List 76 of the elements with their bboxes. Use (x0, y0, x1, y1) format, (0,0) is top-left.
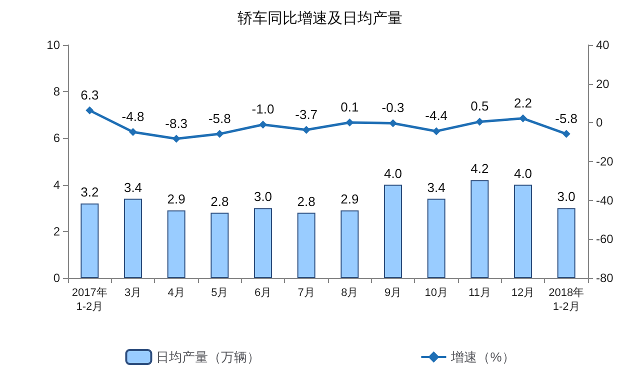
bar (124, 198, 142, 278)
data-label: -1.0 (252, 102, 274, 117)
data-label: 3.2 (80, 184, 99, 200)
data-label: 0.1 (340, 99, 359, 114)
point (302, 126, 310, 134)
bar (210, 212, 229, 278)
y2-tick-label: -60 (596, 232, 614, 246)
data-label: -8.3 (165, 116, 188, 131)
legend-label: 增速（%） (450, 350, 515, 364)
bar (514, 184, 532, 278)
data-label: -4.4 (425, 108, 448, 124)
point (562, 130, 570, 138)
data-label: -5.8 (555, 110, 578, 126)
x-tick-label: 8月 (341, 287, 358, 299)
data-label: -3.7 (295, 106, 318, 122)
data-label: 2.8 (297, 194, 316, 209)
point (432, 127, 440, 136)
point (216, 130, 224, 138)
y2-tick-label: -20 (596, 154, 614, 168)
y-tick-label: 2 (53, 224, 60, 238)
data-label: 2.2 (514, 95, 532, 110)
bar (427, 198, 446, 278)
data-label: -5.8 (208, 110, 231, 126)
x-tick-label: 2018年 1-2月 (548, 287, 584, 313)
bar (297, 212, 316, 278)
x-tick-label: 9月 (384, 287, 402, 299)
y2-tick-label: -80 (596, 271, 614, 285)
x-tick-label: 5月 (211, 287, 228, 299)
data-label: -0.3 (382, 100, 404, 116)
point (519, 114, 527, 122)
y2-tick-label: 40 (596, 38, 610, 52)
x-tick-label: 6月 (254, 287, 272, 299)
data-label: 2.9 (167, 191, 186, 206)
point (86, 106, 94, 114)
data-label: 4.2 (470, 161, 489, 176)
bar (254, 208, 272, 278)
y2-tick-label: 0 (596, 116, 603, 130)
y-tick-label: 0 (53, 271, 60, 285)
x-tick-label: 3月 (124, 287, 142, 299)
data-label: 4.0 (514, 166, 532, 181)
point (172, 134, 180, 143)
bar (80, 203, 99, 278)
y2-tick-label: 20 (596, 76, 610, 91)
data-label: 3.4 (124, 180, 142, 195)
point (129, 128, 137, 136)
x-tick-label: 7月 (298, 287, 315, 299)
legend-label: 日均产量（万辆） (156, 350, 260, 364)
data-label: 6.3 (80, 87, 99, 102)
data-label: 2.9 (340, 191, 359, 206)
bar (557, 208, 576, 278)
data-label: -4.8 (122, 108, 144, 124)
x-tick-label: 11月 (468, 287, 491, 299)
point (346, 118, 354, 126)
point (259, 120, 267, 129)
data-label: 3.0 (557, 189, 576, 204)
x-tick-label: 4月 (168, 287, 185, 299)
chart-title: 轿车同比增速及日均产量 (238, 10, 402, 27)
bar (340, 210, 359, 278)
data-label: 4.0 (384, 166, 402, 181)
y-tick-label: 8 (53, 84, 60, 99)
bar (470, 180, 489, 278)
x-tick-label: 12月 (511, 287, 535, 299)
data-label: 3.4 (427, 180, 446, 195)
bar (167, 210, 186, 278)
data-label: 3.0 (254, 189, 272, 204)
y-tick-label: 6 (53, 131, 60, 146)
point (389, 119, 397, 128)
y2-tick-label: -40 (596, 193, 614, 208)
x-tick-label: 2017年 1-2月 (72, 287, 108, 313)
y-tick-label: 4 (53, 178, 60, 192)
data-label: 0.5 (470, 98, 489, 114)
x-tick-label: 10月 (424, 287, 448, 299)
data-label: 2.8 (210, 194, 229, 209)
point (476, 118, 484, 126)
y-tick-label: 10 (46, 38, 60, 52)
bar (384, 184, 402, 278)
